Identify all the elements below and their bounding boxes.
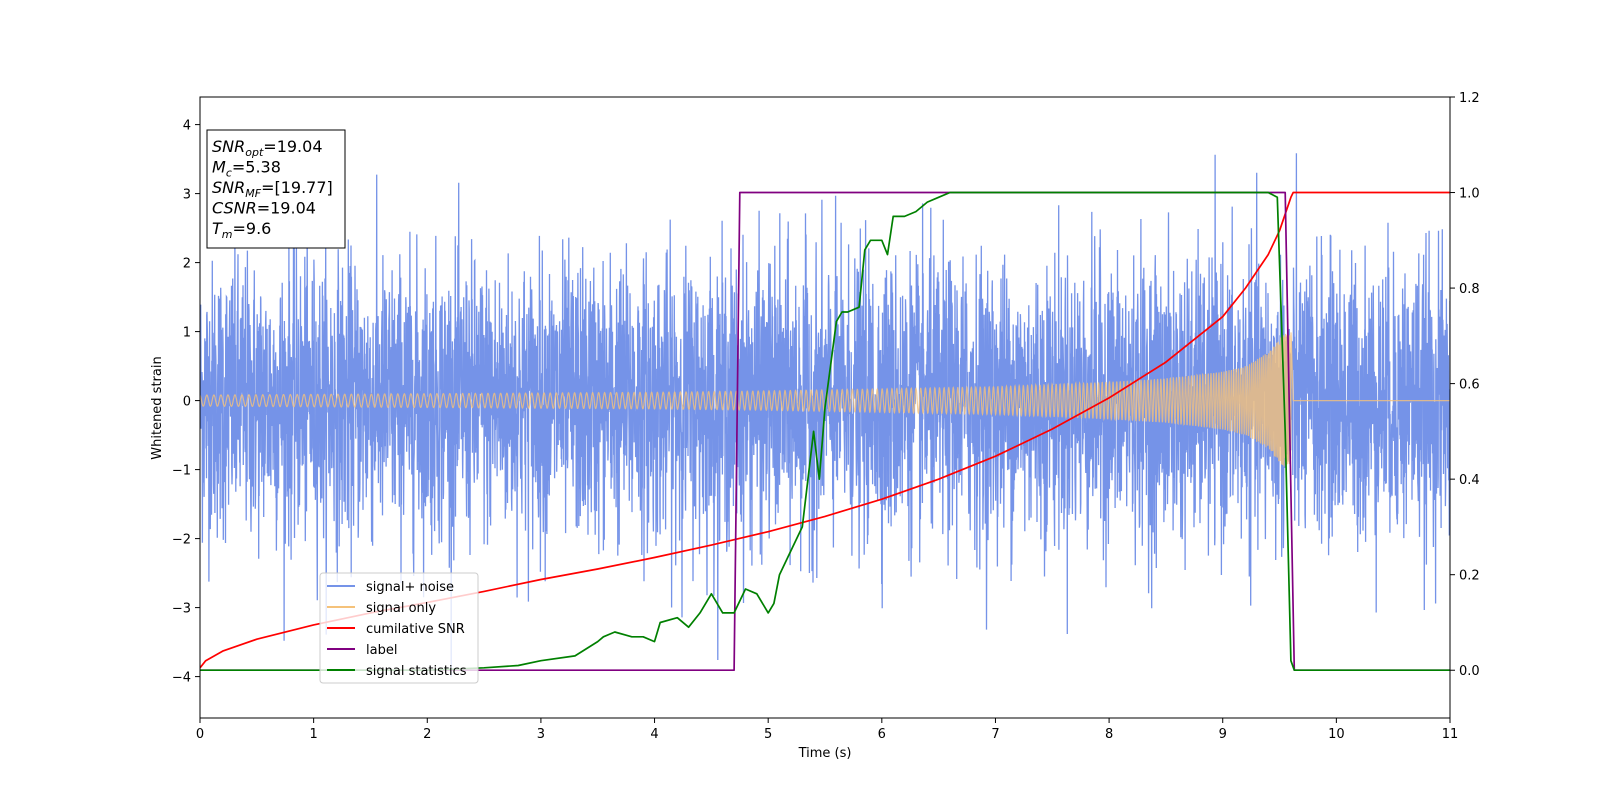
y-left-tick-label: 2: [183, 257, 191, 272]
x-tick-label: 9: [1219, 727, 1227, 742]
x-tick-label: 0: [196, 727, 204, 742]
y-left-tick-label: −1: [172, 464, 191, 479]
y-left-tick-label: 1: [183, 326, 191, 341]
legend-entry: signal+ noise: [366, 580, 454, 595]
y-right-tick-label: 1.2: [1459, 91, 1480, 106]
stats-line: SNRopt=19.04: [212, 137, 323, 159]
x-tick-label: 7: [991, 727, 999, 742]
legend-entry: signal only: [366, 601, 436, 616]
y-axis-left: −4 −3 −2 −1 0 1 2 3 4: [172, 119, 200, 686]
x-tick-label: 10: [1328, 727, 1345, 742]
x-tick-label: 6: [878, 727, 886, 742]
stats-line: CSNR=19.04: [212, 199, 316, 218]
plot-frame: [199, 96, 1451, 719]
stats-line: Tm=9.6: [212, 219, 271, 241]
series-signal-statistics: [200, 191, 1450, 672]
legend-entry: cumilative SNR: [366, 622, 465, 637]
stats-box: SNRopt=19.04Mc=5.38SNRMF=[19.77]CSNR=19.…: [206, 129, 346, 249]
x-tick-label: 5: [764, 727, 772, 742]
x-axis-label: Time (s): [798, 746, 852, 761]
x-tick-label: 1: [309, 727, 317, 742]
legend: signal+ noise signal only cumilative SNR la…: [319, 572, 479, 684]
x-tick-label: 3: [537, 727, 545, 742]
y-left-tick-label: −3: [172, 602, 191, 617]
stats-box-frame: [206, 129, 346, 249]
y-left-tick-label: 0: [183, 395, 191, 410]
x-tick-label: 2: [423, 727, 431, 742]
legend-frame: [319, 572, 479, 684]
x-axis: 0 1 2 3 4 5 6 7 8 9 10 11: [196, 718, 1458, 742]
y-right-tick-label: 0.0: [1459, 664, 1480, 679]
x-tick-label: 11: [1442, 727, 1459, 742]
y-left-tick-label: −2: [172, 533, 191, 548]
y-axis-right: 0.0 0.2 0.4 0.6 0.8 1.0 1.2: [1450, 91, 1480, 679]
y-right-tick-label: 0.2: [1459, 569, 1480, 584]
y-right-tick-label: 0.6: [1459, 378, 1480, 393]
stats-line: SNRMF=[19.77]: [212, 178, 333, 200]
y-left-tick-label: −4: [172, 671, 191, 686]
y-left-tick-label: 3: [183, 188, 191, 203]
y-right-tick-label: 0.8: [1459, 282, 1480, 297]
legend-entry: label: [366, 643, 397, 658]
x-tick-label: 4: [650, 727, 658, 742]
stats-line: Mc=5.38: [212, 158, 281, 180]
y-right-tick-label: 0.4: [1459, 473, 1480, 488]
y-right-tick-label: 1.0: [1459, 187, 1480, 202]
x-tick-label: 8: [1105, 727, 1113, 742]
y-left-tick-label: 4: [183, 119, 191, 134]
y-axis-label: Whitened strain: [150, 356, 165, 459]
legend-entry: signal statistics: [366, 664, 467, 679]
